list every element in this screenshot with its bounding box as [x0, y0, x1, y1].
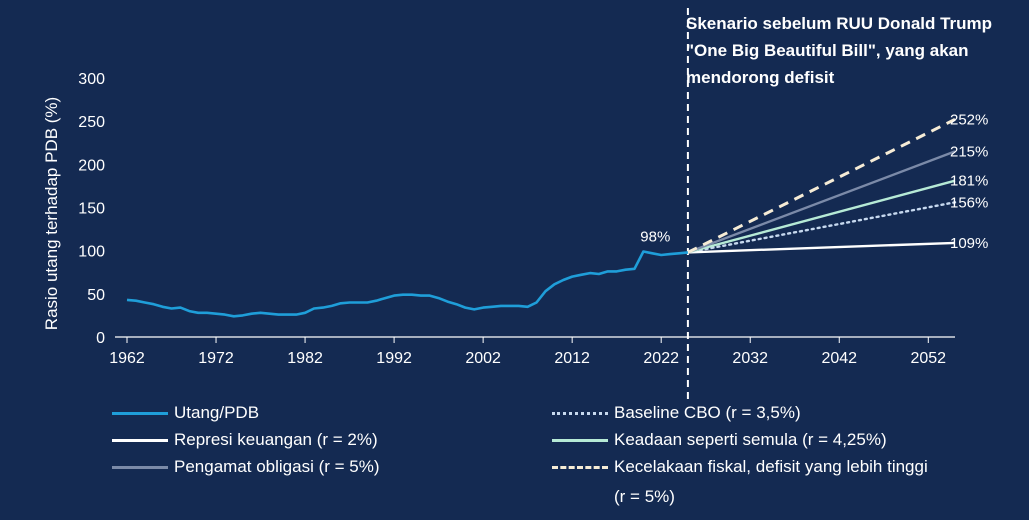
x-tick-label: 2052	[910, 350, 946, 367]
series-line-keadaan-seperti-semula-r-4-25	[687, 179, 956, 254]
y-tick-label: 150	[78, 201, 105, 218]
y-tick-label: 250	[78, 114, 105, 131]
legend: Utang/PDB Baseline CBO (r = 3,5%) Repres…	[112, 402, 1012, 512]
end-value-label: 252%	[950, 111, 988, 128]
y-tick-label: 300	[78, 71, 105, 88]
legend-label: Baseline CBO (r = 3,5%)	[614, 403, 801, 422]
legend-swatch-pengamat-obligasi	[112, 466, 168, 469]
legend-label: Represi keuangan (r = 2%)	[174, 430, 378, 449]
x-tick-label: 2022	[643, 350, 679, 367]
legend-swatch-represi-keuangan	[112, 439, 168, 442]
end-value-label: 156%	[950, 194, 988, 211]
legend-swatch-keadaan-seperti-semula	[552, 439, 608, 442]
legend-swatch-utang-pdb	[112, 412, 168, 415]
y-tick-label: 200	[78, 157, 105, 174]
legend-label: Kecelakaan fiskal, defisit yang lebih ti…	[614, 457, 928, 506]
legend-swatch-baseline-cbo	[552, 412, 608, 415]
point-value-label: 98%	[640, 228, 670, 245]
y-tick-label: 100	[78, 244, 105, 261]
y-axis-label: Rasio utang terhadap PDB (%)	[42, 97, 61, 330]
x-tick-label: 2032	[732, 350, 768, 367]
x-tick-label: 2012	[554, 350, 590, 367]
legend-swatch-kecelakaan-fiskal	[552, 466, 608, 469]
scenario-annotation: Skenario sebelum RUU Donald Trump "One B…	[686, 14, 993, 87]
legend-label: Keadaan seperti semula (r = 4,25%)	[614, 430, 887, 449]
series-line-kecelakaan-fiskal-defisit-yang-lebih-tinggi-r-5	[687, 118, 956, 254]
end-value-label: 109%	[950, 235, 988, 252]
end-value-label: 215%	[950, 143, 988, 160]
x-tick-label: 2002	[465, 350, 501, 367]
series-line-utang-pdb	[126, 250, 689, 318]
legend-label: Utang/PDB	[174, 403, 260, 422]
x-tick-label: 1992	[376, 350, 412, 367]
series-line-pengamat-obligasi-r-5	[687, 150, 956, 254]
series-line-represi-keuangan-r-2	[687, 241, 956, 254]
x-tick-label: 1982	[287, 350, 323, 367]
x-tick-label: 1962	[109, 350, 145, 367]
y-tick-label: 0	[96, 330, 105, 347]
y-tick-label: 50	[87, 287, 105, 304]
x-tick-label: 2042	[821, 350, 857, 367]
end-value-label: 181%	[950, 173, 988, 190]
legend-label: Pengamat obligasi (r = 5%)	[174, 457, 380, 476]
x-tick-label: 1972	[198, 350, 234, 367]
